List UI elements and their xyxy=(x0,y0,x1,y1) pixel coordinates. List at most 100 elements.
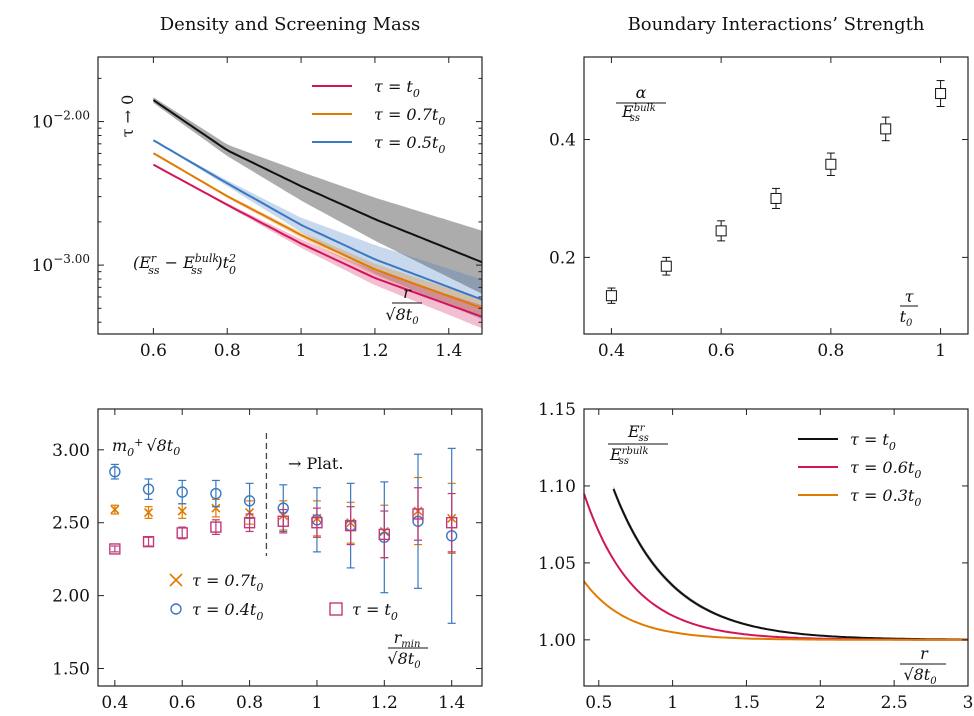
y-tick-label-B: 0.2 xyxy=(549,248,576,268)
x-tick-label-D: 2.5 xyxy=(881,693,908,713)
panel-d-axes: 0.5 1 1.5 2 2.5 3 1.00 1.05 1.10 1.15 xyxy=(538,400,973,713)
data-point-x xyxy=(211,503,221,513)
legend-label: τ = 0.4t0 xyxy=(192,600,263,623)
plot-frame-C xyxy=(97,408,483,687)
x-tick-label-A: 1.2 xyxy=(361,341,388,361)
panel-b-ylabel: α Ebulk ss xyxy=(616,83,666,124)
data-point xyxy=(770,192,782,204)
legend-label: τ = t0 xyxy=(850,430,896,453)
panel-d-bands xyxy=(584,485,968,640)
x-tick-label-C: 0.4 xyxy=(101,693,128,713)
y-tick-label-D: 1.10 xyxy=(538,477,576,497)
panel-d-xaxis-note: r √8t0 xyxy=(900,644,946,687)
x-tick-label-D: 3 xyxy=(963,693,974,713)
legend-label: τ = 0.7t0 xyxy=(192,571,263,594)
error-band-black xyxy=(153,97,482,294)
legend-label: τ = 0.7t0 xyxy=(374,105,445,128)
panel-c-points xyxy=(109,447,458,624)
data-point-circle xyxy=(210,487,222,500)
panel-d-ylabel: Er ss Erbulk ss xyxy=(608,422,668,467)
legend-label: τ = t0 xyxy=(374,77,420,100)
legend-label: τ = 0.5t0 xyxy=(374,133,445,156)
panel-boundary-strength: Boundary Interactions’ Strength 0.4 0.6 0.… xyxy=(549,14,969,361)
data-point-square xyxy=(176,527,188,539)
data-point xyxy=(715,225,727,237)
panel-a-title: Density and Screening Mass xyxy=(160,14,421,35)
plot-frame-D xyxy=(583,408,969,687)
svg-text:r: r xyxy=(920,644,929,663)
y-tick-label-D: 1.15 xyxy=(538,400,576,420)
series-line-orange xyxy=(152,152,483,310)
panel-screening-mass: 0.4 0.6 0.8 1 1.2 1.4 1.50 2.00 2.50 3.00 → Plat.… xyxy=(52,408,483,713)
x-tick-label-B: 0.8 xyxy=(817,341,844,361)
data-point-square xyxy=(142,535,155,548)
data-point-square xyxy=(243,517,256,529)
x-tick-label-D: 1.5 xyxy=(733,693,760,713)
panel-b-xaxis-note: τ t0 xyxy=(900,287,918,329)
data-point-square xyxy=(378,528,391,541)
data-point-x xyxy=(177,506,187,516)
panel-energy-ratio: 0.5 1 1.5 2 2.5 3 1.00 1.05 1.10 1.15 Er ss Erbulk… xyxy=(538,400,973,713)
series-line-black xyxy=(152,99,483,264)
data-point xyxy=(880,123,892,135)
panel-a-lines xyxy=(152,99,483,318)
svg-text:r: r xyxy=(403,283,412,302)
data-point-circle xyxy=(243,495,256,507)
x-tick-label-D: 0.5 xyxy=(585,693,612,713)
plot-frame-A xyxy=(97,56,483,335)
y-tick-label-C: 2.50 xyxy=(52,514,90,534)
x-tick-label-C: 1.2 xyxy=(371,693,398,713)
panel-a-ylabel: τ → 0 xyxy=(118,95,137,138)
panel-a-xaxis-note: r √8t0 xyxy=(385,283,422,327)
data-point xyxy=(660,260,672,272)
panel-b-axes: 0.4 0.6 0.8 1 0.2 0.4 xyxy=(549,56,969,361)
panel-d-lines xyxy=(583,488,968,641)
series-line-black xyxy=(612,488,968,641)
panel-density-screening: Density and Screening Mass 0.6 0.8 1 1.2 1.4… xyxy=(32,14,483,361)
svg-text:rmin: rmin xyxy=(394,628,421,650)
error-band-red xyxy=(584,492,968,640)
x-tick-label-D: 1 xyxy=(667,693,678,713)
data-point-x xyxy=(143,507,154,518)
x-tick-label-A: 1 xyxy=(296,341,307,361)
svg-text:√8t0: √8t0 xyxy=(385,305,419,327)
y-tick-label-D: 1.00 xyxy=(538,631,576,651)
y-tick-label-D: 1.05 xyxy=(538,554,576,574)
x-tick-label-C: 0.6 xyxy=(169,693,196,713)
x-tick-label-B: 0.6 xyxy=(708,341,735,361)
panel-a-axes: 0.6 0.8 1 1.2 1.4 10−2.00 10−3.00 xyxy=(32,56,483,361)
y-tick-label-C: 2.00 xyxy=(52,587,90,607)
data-point-square xyxy=(311,517,323,529)
x-tick-label-A: 0.6 xyxy=(140,341,167,361)
panel-d-legend: τ = t0 τ = 0.6t0 τ = 0.3t0 xyxy=(798,430,921,509)
y-tick-label-A: 10−2.00 xyxy=(32,109,90,133)
svg-text:√8t0: √8t0 xyxy=(387,649,421,671)
error-band-orange xyxy=(153,153,482,317)
x-tick-label-D: 2 xyxy=(815,693,826,713)
panel-c-ylabel: m0+ √8t0 xyxy=(112,436,180,459)
data-point-square xyxy=(412,508,424,520)
y-tick-label-C: 1.50 xyxy=(52,660,90,680)
legend-label: τ = t0 xyxy=(352,600,398,623)
error-band-blue xyxy=(153,140,482,320)
legend-marker-square xyxy=(329,602,343,616)
data-point-square xyxy=(109,543,121,555)
data-point-circle xyxy=(109,465,121,478)
legend-marker-circle xyxy=(170,603,182,615)
x-tick-label-C: 1 xyxy=(312,693,323,713)
svg-text:τ: τ xyxy=(905,287,915,306)
data-point-square xyxy=(210,521,222,533)
legend-marker-x xyxy=(169,573,183,587)
data-point-circle xyxy=(176,486,188,498)
series-line-orange xyxy=(583,580,968,641)
x-tick-label-A: 0.8 xyxy=(214,341,241,361)
plateau-label: → Plat. xyxy=(288,454,343,473)
data-point-x xyxy=(110,505,120,515)
data-point xyxy=(605,290,617,302)
svg-text:τ → 0: τ → 0 xyxy=(118,95,137,138)
x-tick-label-C: 0.8 xyxy=(236,693,263,713)
panel-a-formula: (Er ss − Ebulk ss)t2 0 xyxy=(133,252,236,277)
svg-text:t0: t0 xyxy=(900,307,913,329)
